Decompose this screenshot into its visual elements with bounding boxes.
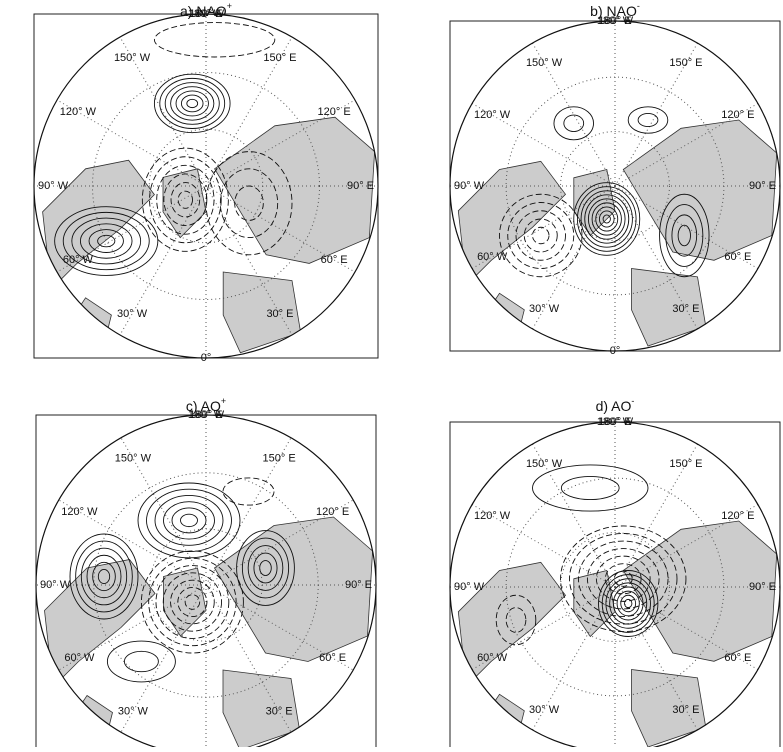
contour xyxy=(533,227,550,244)
longitude-label: 120° E xyxy=(318,106,351,118)
contour xyxy=(181,95,203,112)
map-panel: b) NAO-0°30° E60° E90° E120° E150° E180°… xyxy=(450,1,780,357)
contour xyxy=(171,87,214,120)
land xyxy=(483,293,524,343)
longitude-label: 150° E xyxy=(263,452,296,464)
longitude-label: 60° W xyxy=(63,254,94,266)
longitude-label: 90° W xyxy=(40,579,71,591)
contour xyxy=(165,83,219,125)
longitude-label: 120° W xyxy=(61,506,98,518)
map-panel: c) AO+0°30° E60° E90° E120° E150° E180° … xyxy=(36,396,376,747)
longitude-label: 30° W xyxy=(117,308,148,320)
longitude-label: 150° E xyxy=(669,458,702,470)
longitude-label: 60° E xyxy=(724,251,751,263)
longitude-label: 150° W xyxy=(526,458,563,470)
longitude-label: 180° W xyxy=(597,15,634,27)
map-body xyxy=(34,14,378,358)
longitude-label: 30° E xyxy=(266,706,293,718)
land xyxy=(70,696,113,747)
contour xyxy=(138,483,240,558)
page: a) NAO+0°30° E60° E90° E120° E150° E180°… xyxy=(0,0,783,752)
contour xyxy=(107,641,175,682)
longitude-label: 0° xyxy=(201,352,212,364)
contour xyxy=(554,107,594,140)
longitude-label: 120° W xyxy=(474,109,511,121)
land xyxy=(68,298,111,350)
longitude-label: 150° E xyxy=(263,52,296,64)
longitude-label: 150° W xyxy=(526,57,563,69)
contour xyxy=(533,465,649,511)
map-body xyxy=(450,422,780,747)
land xyxy=(483,694,524,744)
longitude-label: 150° E xyxy=(669,57,702,69)
longitude-label: 30° W xyxy=(529,303,560,315)
longitude-label: 120° E xyxy=(316,506,349,518)
contour xyxy=(564,115,584,132)
contour xyxy=(187,99,198,107)
longitude-label: 60° W xyxy=(64,652,95,664)
longitude-label: 90° E xyxy=(347,180,374,192)
contour xyxy=(147,489,232,551)
longitude-label: 150° W xyxy=(114,52,151,64)
longitude-label: 30° W xyxy=(118,706,149,718)
contour xyxy=(624,599,631,607)
longitude-label: 0° xyxy=(610,345,621,357)
contour xyxy=(124,651,158,671)
longitude-label: 120° W xyxy=(474,510,511,522)
contour xyxy=(172,508,206,533)
longitude-label: 120° E xyxy=(721,510,754,522)
map-body xyxy=(450,21,780,351)
longitude-label: 90° E xyxy=(749,581,776,593)
contour xyxy=(524,219,557,252)
map-body xyxy=(36,415,376,747)
longitude-label: 90° E xyxy=(749,180,776,192)
longitude-label: 60° W xyxy=(477,652,508,664)
longitude-label: 90° E xyxy=(345,579,372,591)
longitude-label: 30° E xyxy=(266,308,293,320)
longitude-label: 90° W xyxy=(454,581,485,593)
panel-title-sign: - xyxy=(637,1,640,11)
land xyxy=(574,571,615,637)
contour xyxy=(164,502,215,539)
contour xyxy=(638,113,658,126)
longitude-label: 120° E xyxy=(721,109,754,121)
longitude-label: 60° E xyxy=(724,652,751,664)
figure: a) NAO+0°30° E60° E90° E120° E150° E180°… xyxy=(0,0,783,747)
longitude-label: 150° W xyxy=(115,452,152,464)
map-panel: a) NAO+0°30° E60° E90° E120° E150° E180°… xyxy=(34,1,378,364)
longitude-label: 60° W xyxy=(477,251,508,263)
longitude-label: 180° W xyxy=(188,409,225,421)
contour xyxy=(154,23,274,57)
contour xyxy=(613,587,643,620)
panel-title-sign: + xyxy=(227,1,232,11)
land xyxy=(574,170,615,236)
longitude-label: 60° E xyxy=(319,652,346,664)
contour xyxy=(223,478,274,505)
panel-title-text: d) AO xyxy=(596,398,632,414)
panel-title-sign: - xyxy=(631,396,634,406)
contour xyxy=(181,514,198,526)
longitude-label: 60° E xyxy=(321,254,348,266)
longitude-label: 90° W xyxy=(454,180,485,192)
longitude-label: 30° W xyxy=(529,704,560,716)
longitude-label: 30° E xyxy=(672,704,699,716)
contour xyxy=(155,495,223,545)
longitude-label: 180° W xyxy=(597,416,634,428)
panel-title: d) AO- xyxy=(596,396,635,413)
longitude-label: 180° W xyxy=(188,8,225,20)
longitude-label: 90° W xyxy=(38,180,69,192)
longitude-label: 30° E xyxy=(672,303,699,315)
longitude-label: 120° W xyxy=(60,106,97,118)
contour xyxy=(160,78,225,128)
contour xyxy=(561,476,619,499)
contour xyxy=(621,595,636,612)
contour xyxy=(628,107,668,133)
panel-title-sign: + xyxy=(221,396,226,406)
